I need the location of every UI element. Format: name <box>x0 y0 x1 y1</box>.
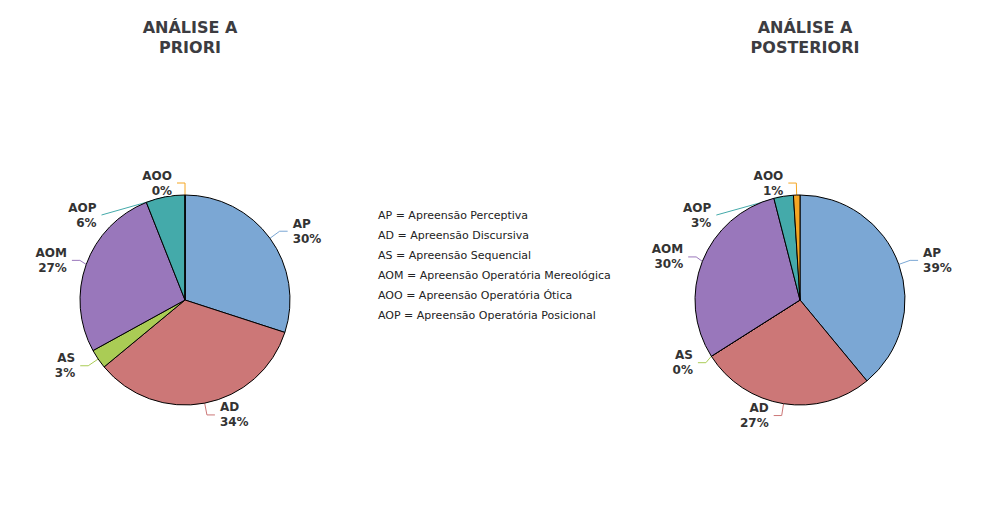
svg-text:AOP: AOP <box>68 201 96 215</box>
svg-text:AP: AP <box>293 217 311 231</box>
svg-text:AOM = Apreensão Operatória Mer: AOM = Apreensão Operatória Mereológica <box>378 269 611 282</box>
svg-text:34%: 34% <box>220 415 249 429</box>
svg-text:30%: 30% <box>293 232 322 246</box>
svg-text:AS = Apreensão Sequencial: AS = Apreensão Sequencial <box>378 249 531 262</box>
svg-text:ANÁLISE A: ANÁLISE A <box>143 18 238 37</box>
svg-text:AOP = Apreensão Operatória Pos: AOP = Apreensão Operatória Posicional <box>378 309 596 322</box>
svg-text:AD = Apreensão Discursiva: AD = Apreensão Discursiva <box>378 229 529 242</box>
svg-text:AD: AD <box>220 400 239 414</box>
svg-text:AD: AD <box>749 401 768 415</box>
svg-text:1%: 1% <box>763 184 783 198</box>
svg-text:AS: AS <box>675 348 693 362</box>
svg-text:6%: 6% <box>76 216 96 230</box>
svg-text:39%: 39% <box>923 261 952 275</box>
svg-text:ANÁLISE A: ANÁLISE A <box>758 18 853 37</box>
svg-text:AOM: AOM <box>35 246 66 260</box>
svg-text:AOP: AOP <box>683 201 711 215</box>
svg-text:AOO: AOO <box>142 169 172 183</box>
svg-text:AS: AS <box>57 351 75 365</box>
svg-text:0%: 0% <box>673 363 693 377</box>
svg-text:PRIORI: PRIORI <box>159 38 221 57</box>
svg-text:3%: 3% <box>55 366 75 380</box>
svg-text:AOM: AOM <box>652 242 683 256</box>
svg-text:POSTERIORI: POSTERIORI <box>751 38 860 57</box>
svg-text:AOO: AOO <box>754 169 784 183</box>
svg-text:AP: AP <box>923 246 941 260</box>
svg-text:30%: 30% <box>654 257 683 271</box>
svg-text:27%: 27% <box>38 261 67 275</box>
svg-text:3%: 3% <box>691 216 711 230</box>
svg-text:0%: 0% <box>152 184 172 198</box>
svg-text:AOO = Apreensão Operatória Óti: AOO = Apreensão Operatória Ótica <box>378 289 572 302</box>
svg-text:27%: 27% <box>740 416 769 430</box>
svg-text:AP = Apreensão Perceptiva: AP = Apreensão Perceptiva <box>378 209 528 222</box>
